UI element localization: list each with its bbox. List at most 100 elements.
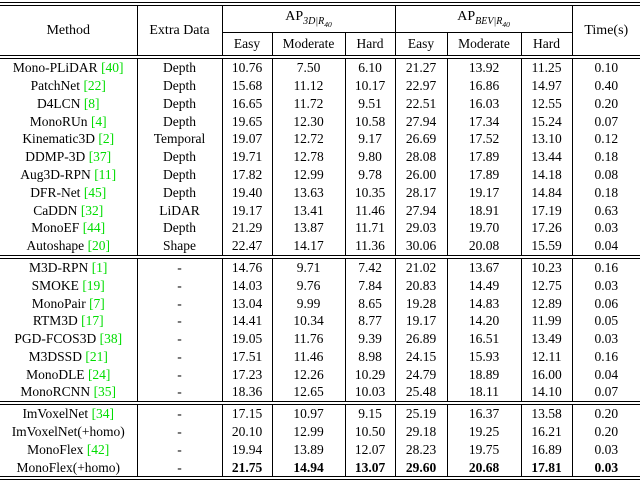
value-cell: 8.77 xyxy=(345,312,396,330)
value-cell: 14.84 xyxy=(521,183,573,202)
citation-ref: [17] xyxy=(77,313,104,329)
value-cell: 13.89 xyxy=(272,440,346,459)
value-cell: 12.55 xyxy=(521,94,573,113)
value-cell: 11.72 xyxy=(272,94,346,113)
value-cell: 10.34 xyxy=(272,312,346,330)
value-cell: 16.86 xyxy=(447,76,522,95)
method-name: ImVoxelNet(+homo) xyxy=(11,424,125,440)
value-cell: 9.76 xyxy=(272,276,346,295)
method-name: Mono-PLiDAR xyxy=(12,60,98,76)
citation-ref: [38] xyxy=(96,331,123,347)
method-name: MonoDLE xyxy=(26,366,85,382)
value-cell: 27.94 xyxy=(395,201,448,220)
subcol-header-hard-bev: Hard xyxy=(521,32,573,59)
col-header-method: Method xyxy=(0,2,138,59)
apbev-subsubscript: 40 xyxy=(502,19,510,29)
method-cell: MonoRUn [4] xyxy=(0,112,138,131)
apbev-subscript: BEV|R xyxy=(475,15,503,27)
value-cell: 0.03 xyxy=(572,458,640,481)
table-row: MonoFlex [42] -19.94 13.89 12.07 28.23 19.75 1… xyxy=(0,440,640,459)
value-cell: 13.44 xyxy=(521,147,573,166)
ap3d-label: AP xyxy=(285,8,304,24)
value-cell: 0.20 xyxy=(594,406,619,422)
subcol-header-moderate-3d: Moderate xyxy=(272,32,346,59)
value-cell: 11.46 xyxy=(272,347,346,366)
value-cell: 19.40 xyxy=(222,183,273,202)
value-cell: 9.99 xyxy=(272,294,346,313)
table-row: DFR-Net [45] Depth 19.40 13.63 10.35 28.17 19.… xyxy=(0,183,640,202)
value-cell: 0.20 xyxy=(594,95,619,111)
value-cell: 0.03 xyxy=(594,277,619,293)
value-cell: 14.20 xyxy=(447,312,522,330)
table-row: MonoFlex(+homo) -21.75 14.94 13.07 29.60 20.6… xyxy=(0,458,640,481)
extra-data-cell: Depth xyxy=(137,165,223,184)
value-cell: 17.34 xyxy=(447,112,522,131)
value-cell: 21.75 xyxy=(222,458,273,481)
value-cell: 14.03 xyxy=(222,276,273,295)
table-row: MonoRCNN [35] -18.36 12.65 10.03 25.48 18.11 1… xyxy=(0,383,640,406)
value-cell: 7.42 xyxy=(345,256,396,277)
value-cell: 17.82 xyxy=(222,165,273,184)
value-cell: 0.03 xyxy=(594,220,619,236)
table-group-homography-methods: ImVoxelNet [34] -17.15 10.97 9.15 25.19 16.37… xyxy=(0,403,640,481)
method-name: MonoFlex xyxy=(27,441,84,457)
col-header-extra-data: Extra Data xyxy=(137,2,223,59)
value-cell: 17.23 xyxy=(222,365,273,384)
value-cell: 9.71 xyxy=(272,256,346,277)
value-cell: 27.94 xyxy=(395,112,448,131)
method-name: Autoshape xyxy=(26,238,85,254)
value-cell: 12.99 xyxy=(272,165,346,184)
value-cell: 13.07 xyxy=(345,458,396,481)
method-name: M3DSSD xyxy=(28,348,82,364)
value-cell: 0.20 xyxy=(594,424,619,440)
value-cell: 30.06 xyxy=(395,236,448,259)
value-cell: 19.65 xyxy=(222,112,273,131)
table-row: Mono-PLiDAR [40] Depth 10.76 7.50 6.10 21.27 1… xyxy=(0,57,640,77)
citation-ref: [11] xyxy=(90,166,117,182)
value-cell: 12.07 xyxy=(345,440,396,459)
header-row-groups: Method Extra Data AP3D|R40 APBEV|R40 Tim… xyxy=(0,2,640,59)
extra-data-cell: Depth xyxy=(137,219,223,237)
method-cell: PGD-FCOS3D [38] xyxy=(0,329,138,348)
table-row: DDMP-3D [37] Depth 19.71 12.78 9.80 28.08 17.8… xyxy=(0,147,640,166)
value-cell: 10.97 xyxy=(272,403,346,423)
value-cell: 0.08 xyxy=(594,166,619,182)
value-cell: 9.39 xyxy=(345,329,396,348)
value-cell: 29.60 xyxy=(395,458,448,481)
citation-ref: [40] xyxy=(97,60,124,76)
value-cell: 12.30 xyxy=(272,112,346,131)
value-cell: 11.76 xyxy=(272,329,346,348)
value-cell: 0.04 xyxy=(572,236,640,259)
value-cell: 17.15 xyxy=(222,403,273,423)
value-cell: 19.70 xyxy=(447,219,522,237)
value-cell: 26.00 xyxy=(395,165,448,184)
value-cell: 10.35 xyxy=(345,183,396,202)
value-cell: 18.36 xyxy=(222,383,273,406)
value-cell: 13.10 xyxy=(521,130,573,148)
value-cell: 19.17 xyxy=(447,183,522,202)
value-cell: 18.91 xyxy=(447,201,522,220)
value-cell: 10.23 xyxy=(521,256,573,277)
value-cell: 15.68 xyxy=(222,76,273,95)
value-cell: 0.07 xyxy=(572,383,640,406)
value-cell: 19.05 xyxy=(222,329,273,348)
value-cell: 29.18 xyxy=(395,422,448,441)
value-cell: 9.15 xyxy=(345,403,396,423)
citation-ref: [19] xyxy=(78,277,105,293)
citation-ref: [4] xyxy=(87,113,107,129)
group-header-apbev: APBEV|R40 xyxy=(395,2,573,33)
value-cell: 12.11 xyxy=(521,347,573,366)
method-cell: ImVoxelNet(+homo) xyxy=(0,422,138,441)
value-cell: 0.40 xyxy=(594,77,619,93)
value-cell: 20.83 xyxy=(395,276,448,295)
table-row: ImVoxelNet [34] -17.15 10.97 9.15 25.19 16.37… xyxy=(0,403,640,423)
method-cell: Autoshape [20] xyxy=(0,236,138,259)
extra-data-cell: Depth xyxy=(137,76,223,95)
value-cell: 19.94 xyxy=(222,440,273,459)
table-row: M3DSSD [21] -17.51 11.46 8.98 24.15 15.93 12.1… xyxy=(0,347,640,366)
value-cell: 12.26 xyxy=(272,365,346,384)
value-cell: 16.65 xyxy=(222,94,273,113)
table-row: ImVoxelNet(+homo) -20.10 12.99 10.50 29.18 19… xyxy=(0,422,640,441)
value-cell: 18.89 xyxy=(447,365,522,384)
method-cell: SMOKE [19] xyxy=(0,276,138,295)
